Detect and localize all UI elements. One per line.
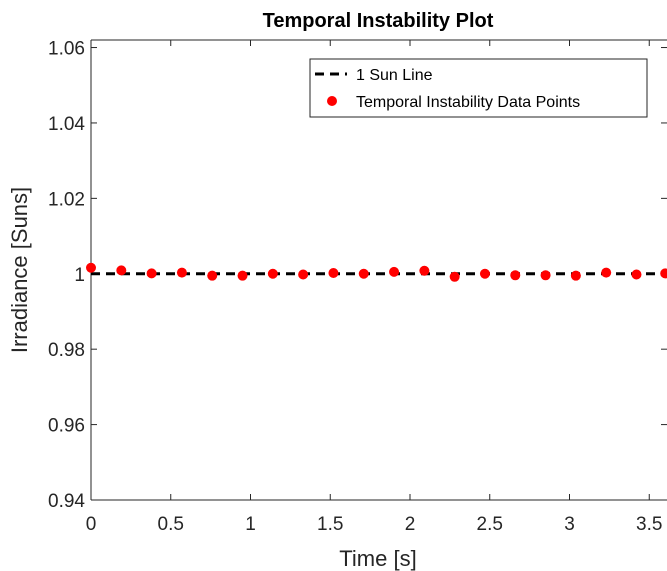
data-point (176, 267, 187, 278)
legend-box (309, 58, 648, 118)
data-point (660, 268, 667, 279)
y-tick-label: 0.98 (48, 340, 85, 361)
plot-area: 0 0.5 1 1.5 2 2.5 3 3.5 0.94 0.96 0.98 1 1.02 1.04 1.0… (48, 39, 667, 535)
data-point (237, 270, 248, 281)
data-point (207, 270, 218, 281)
legend-marker-swatch (327, 96, 337, 106)
data-point (358, 268, 369, 279)
data-point (267, 268, 278, 279)
data-point (540, 270, 551, 281)
data-point (86, 262, 96, 273)
y-tick-label: 1.04 (48, 114, 85, 135)
x-tick-label: 1.5 (317, 514, 343, 535)
data-point (146, 268, 157, 279)
x-tick-label: 0 (86, 514, 97, 535)
y-tick-label: 1.02 (48, 189, 85, 210)
data-point (328, 268, 339, 279)
x-tick-label: 2.5 (477, 514, 503, 535)
y-tick-label: 1 (74, 265, 85, 286)
data-point (419, 265, 430, 276)
chart-title: Temporal Instability Plot (263, 10, 494, 32)
y-tick-label: 0.96 (48, 416, 85, 437)
data-point (479, 268, 490, 279)
legend-label-sun-line: 1 Sun Line (356, 67, 433, 84)
data-point (631, 269, 642, 280)
x-tick-label: 2 (405, 514, 416, 535)
data-point (510, 270, 521, 281)
legend-label-data-points: Temporal Instability Data Points (356, 94, 580, 111)
data-point (601, 267, 612, 278)
x-tick-label: 3.5 (636, 514, 662, 535)
x-axis-title: Time [s] (339, 546, 416, 571)
legend: 1 Sun Line Temporal Instability Data Poi… (309, 58, 648, 118)
data-point (116, 265, 127, 276)
x-tick-label: 0.5 (158, 514, 184, 535)
x-tick-label: 3 (564, 514, 575, 535)
data-point (570, 270, 581, 281)
data-point (298, 269, 309, 280)
y-axis-title: Irradiance [Suns] (7, 187, 32, 353)
data-point (449, 271, 460, 282)
y-tick-label: 1.06 (48, 39, 85, 60)
data-point (389, 266, 400, 277)
y-tick-label: 0.94 (48, 491, 85, 512)
x-tick-label: 1 (245, 514, 256, 535)
